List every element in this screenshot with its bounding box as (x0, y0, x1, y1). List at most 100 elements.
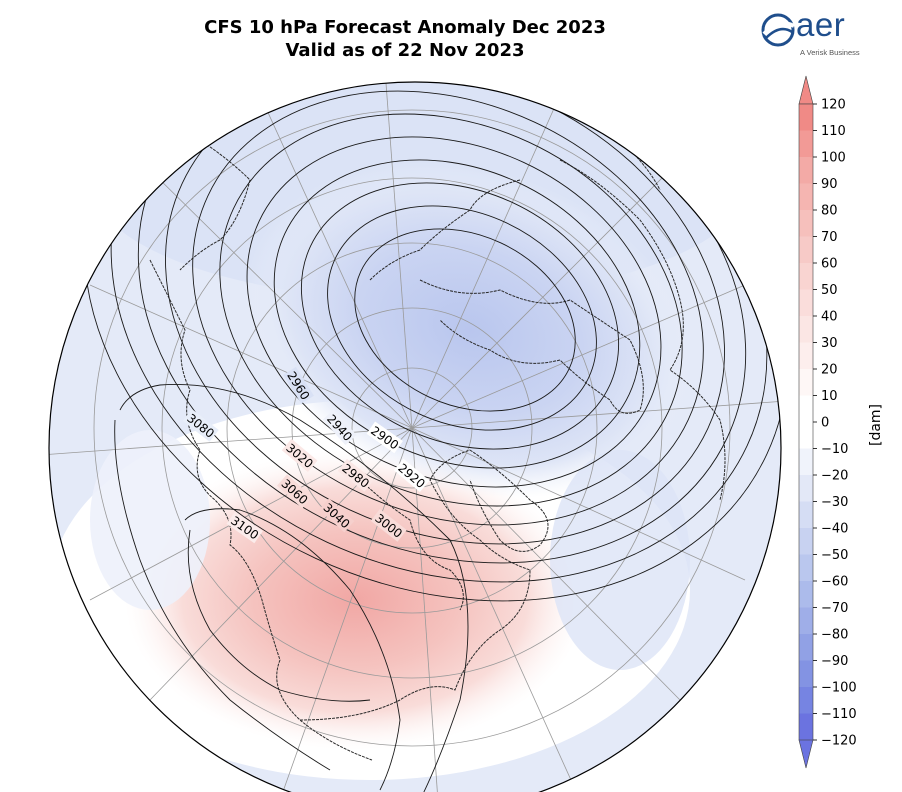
graticule (49, 82, 781, 792)
colorbar-segment (799, 130, 813, 158)
globe-icon (761, 13, 795, 47)
contour-line (219, 113, 683, 507)
aer-logo: aer A Verisk Business (756, 6, 866, 60)
hudson-bay (349, 469, 464, 611)
meridian (411, 284, 746, 429)
colorbar-segment (799, 369, 813, 396)
colorbar-segment (799, 581, 813, 608)
north-america-east-coast (299, 449, 531, 721)
colorbar-tick-label: 90 (821, 177, 838, 192)
colorbar-tick-label: −120 (821, 734, 857, 749)
negative-anomaly (245, 162, 695, 498)
colorbar-tick-label: −110 (821, 707, 857, 722)
colorbar-tick-label: −50 (821, 548, 848, 563)
colorbar-tick-label: −20 (821, 469, 848, 484)
colorbar-unit: [dam] (868, 404, 884, 446)
label-bg (366, 421, 403, 454)
meridian (279, 427, 413, 792)
meridian (149, 427, 413, 701)
meridian (89, 284, 413, 429)
logo-brand: aer (796, 6, 846, 43)
label-bg (283, 366, 314, 404)
asia-north (369, 179, 521, 281)
colorbar-segment (799, 183, 813, 211)
colorbar-segment (799, 687, 813, 714)
contour-line (246, 136, 662, 488)
colorbar-tick-label: −100 (821, 681, 857, 696)
contour-line (184, 508, 401, 791)
label-bg (370, 509, 407, 542)
colorbar-tick-label: 10 (821, 389, 838, 404)
siberia-coast (419, 279, 644, 414)
colorbar-segment (799, 236, 813, 264)
colorbar-segment (799, 634, 813, 661)
colorbar-segment (799, 342, 813, 370)
colorbar-tick-label: −70 (821, 601, 848, 616)
europe-coast (179, 139, 251, 271)
label-bg (277, 474, 313, 509)
meridian (411, 427, 441, 792)
meridian (411, 94, 561, 429)
colorbar-tick-label: 80 (821, 204, 838, 219)
logo-tagline: A Verisk Business (800, 48, 860, 57)
contour-line (354, 228, 576, 412)
contour-line (327, 205, 597, 431)
colorbar-segment (799, 210, 813, 237)
contour-line (114, 419, 331, 771)
colorbar-segment (799, 554, 813, 582)
colorbar-segment (799, 660, 813, 688)
colorbar-tick-label: 30 (821, 336, 838, 351)
colorbar-segment (799, 448, 813, 476)
meridian (411, 399, 781, 429)
colorbar: 1201101009080706050403020100−10−20−30−40… (798, 75, 857, 769)
colorbar-tick-label: −90 (821, 654, 848, 669)
meridian (411, 427, 681, 701)
label-bg (226, 511, 263, 544)
colorbar-extend-top (798, 75, 814, 105)
label-bg (337, 459, 374, 492)
colorbar-segment (799, 104, 813, 131)
colorbar-tick-label: 60 (821, 257, 838, 272)
title-line-2: Valid as of 22 Nov 2023 (285, 40, 525, 61)
meridian (411, 427, 746, 581)
colorbar-tick-label: −80 (821, 628, 848, 643)
colorbar-tick-label: 40 (821, 310, 838, 325)
colorbar-tick-label: 70 (821, 230, 838, 245)
colorbar-segment (799, 713, 813, 741)
colorbar-tick-label: 120 (821, 98, 846, 113)
colorbar-tick-label: 100 (821, 151, 846, 166)
colorbar-segment (799, 501, 813, 529)
colorbar-tick-label: −10 (821, 442, 848, 457)
colorbar-segment (799, 475, 813, 502)
label-bg (182, 409, 219, 442)
contour-line (300, 182, 620, 450)
latitude-ring (291, 307, 533, 549)
latitude-ring (93, 109, 731, 747)
contour-line (119, 384, 469, 792)
colorbar-segment (799, 528, 813, 555)
meridian (384, 82, 413, 429)
colorbar-segment (799, 263, 813, 290)
colorbar-segment (799, 607, 813, 635)
contour-line (187, 529, 371, 702)
colorbar-tick-label: 110 (821, 124, 846, 139)
contour-line (192, 90, 704, 526)
latitude-ring (226, 242, 598, 614)
pacific-low-anomaly (90, 430, 210, 610)
title-line-1: CFS 10 hPa Forecast Anomaly Dec 2023 (204, 17, 606, 38)
meridian (411, 159, 681, 429)
label-bg (393, 458, 430, 493)
globe-outline (48, 81, 782, 792)
colorbar-tick-label: −40 (821, 522, 848, 537)
colorbar-tick-label: −30 (821, 495, 848, 510)
colorbar-tick-label: 50 (821, 283, 838, 298)
colorbar-segment (799, 316, 813, 343)
asia-east-coast (559, 159, 726, 501)
label-bg (319, 498, 355, 533)
colorbar-tick-label: 20 (821, 363, 838, 378)
label-bg (322, 409, 357, 445)
label-bg (281, 438, 318, 473)
colorbar-segment (799, 422, 813, 449)
